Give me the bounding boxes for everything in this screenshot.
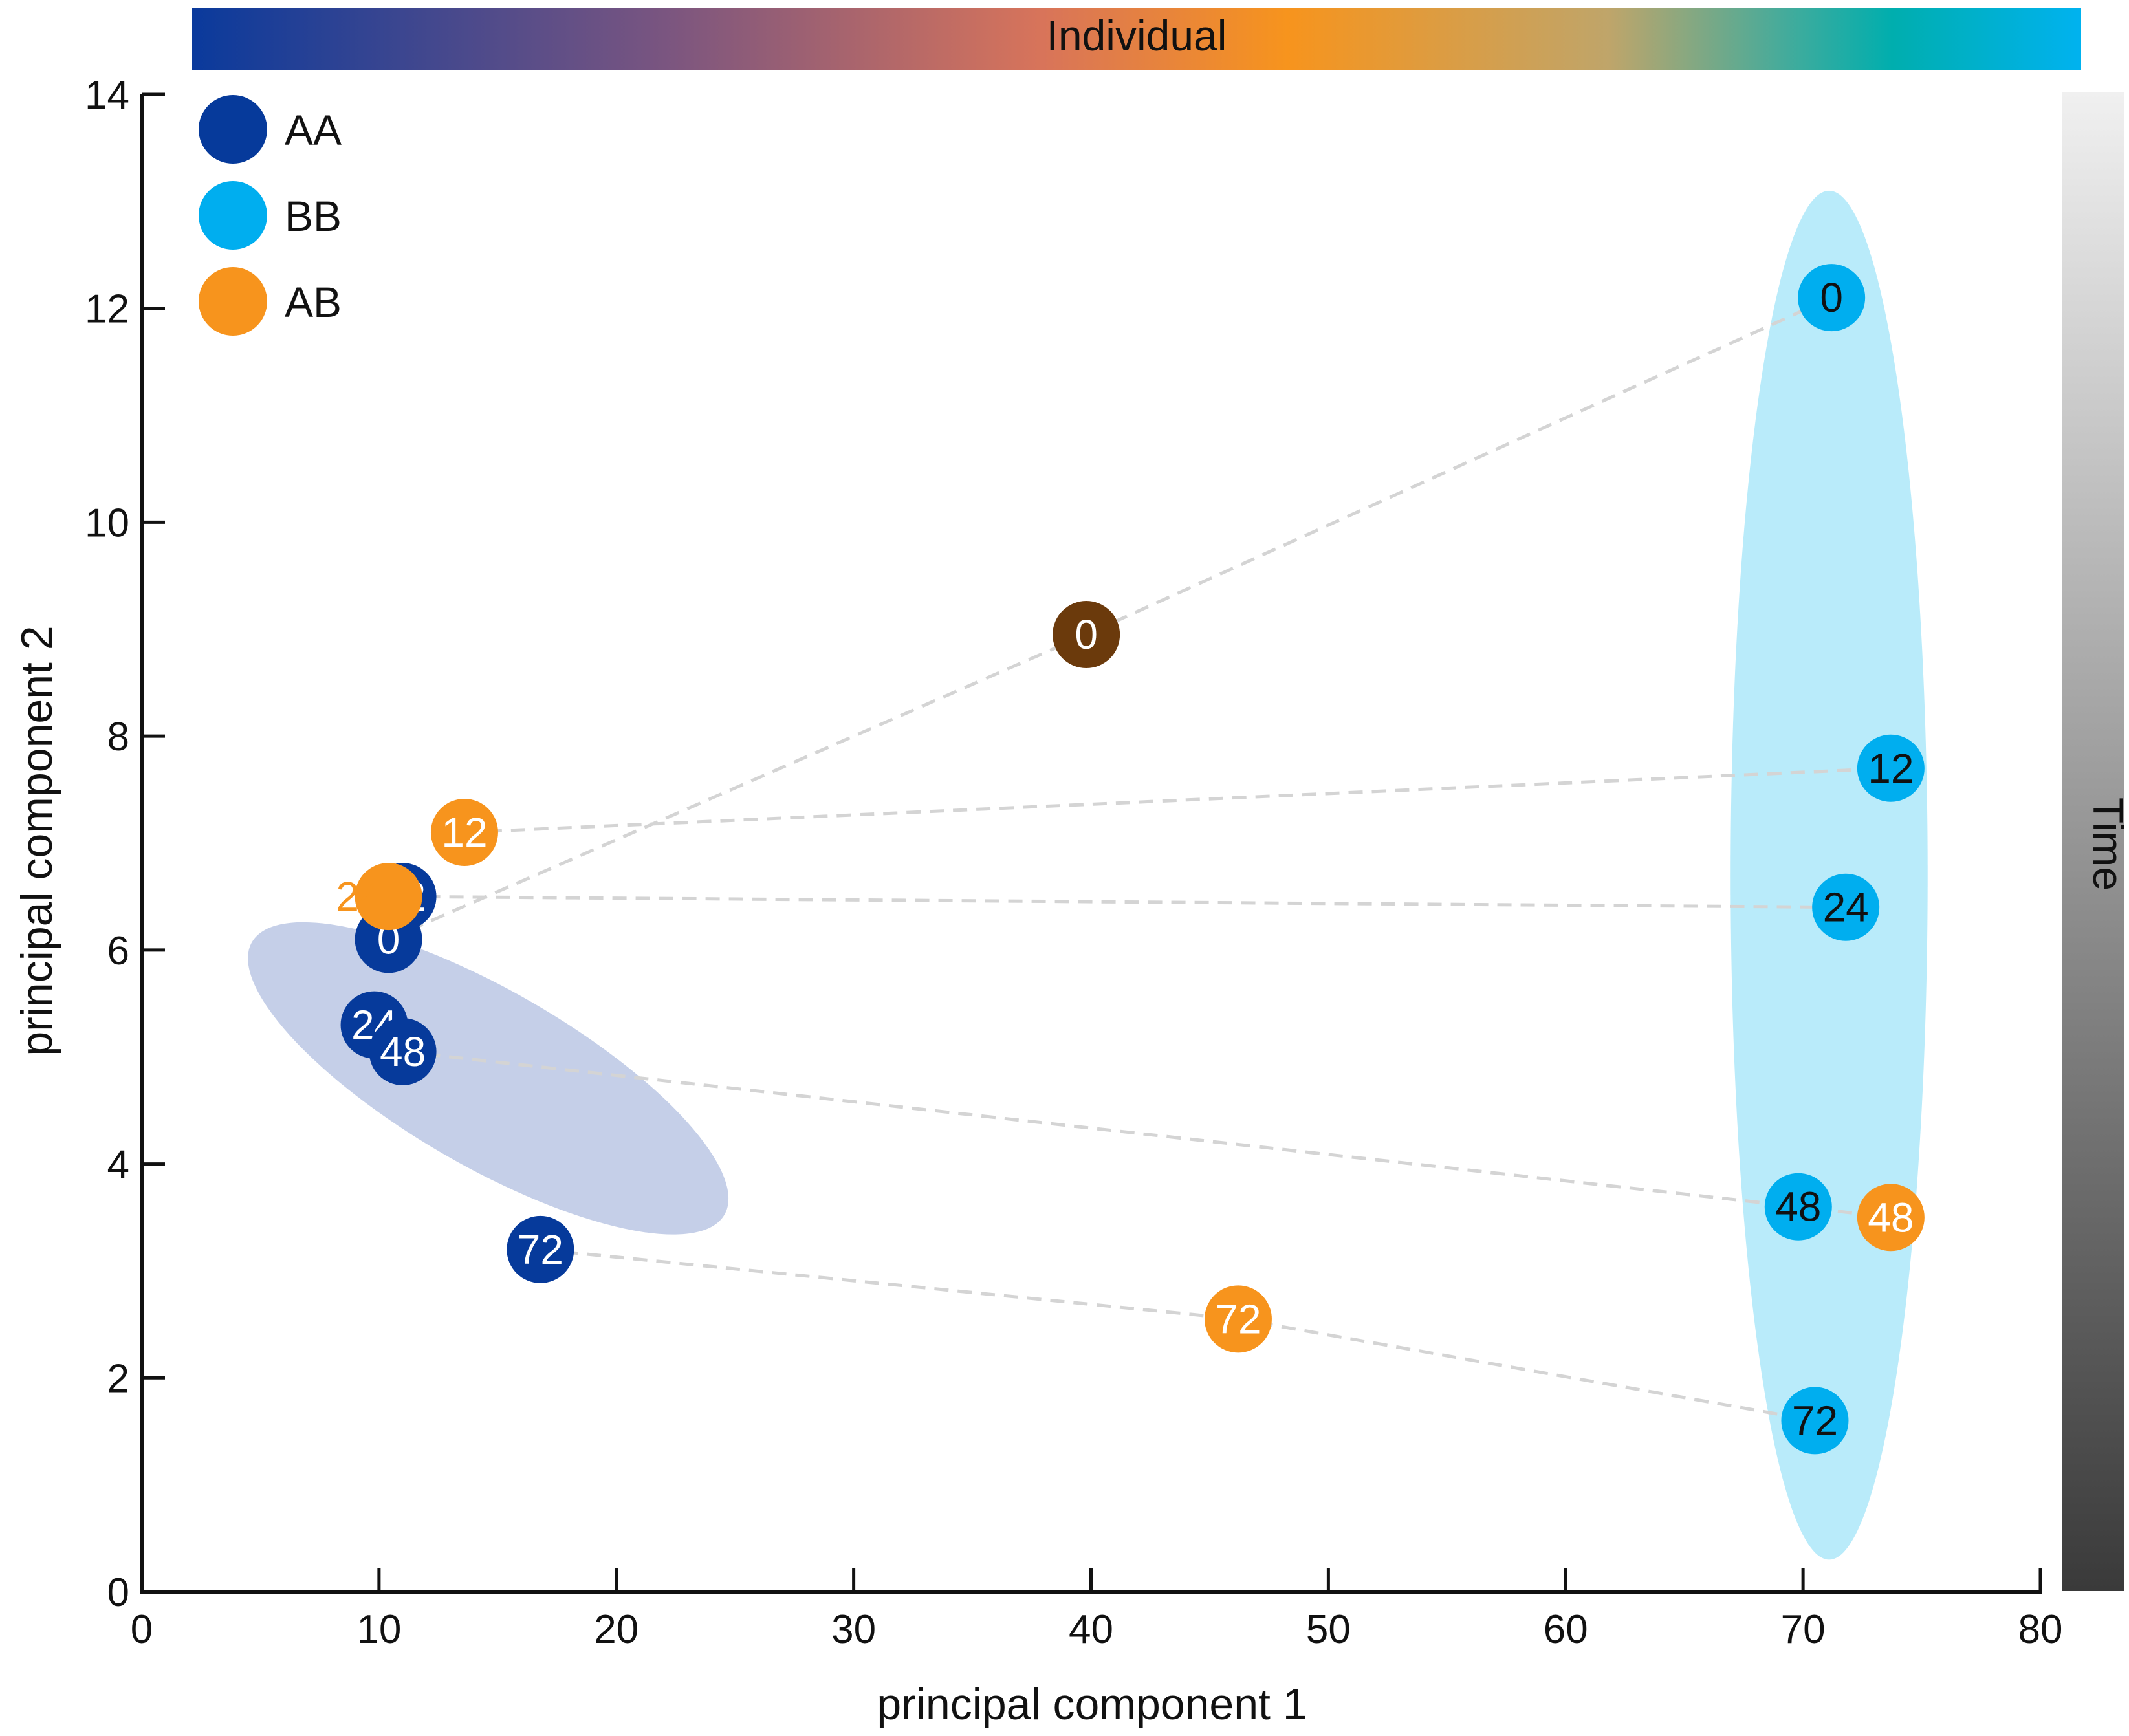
point-label-aa-t72: 72 bbox=[518, 1226, 563, 1273]
point-bb-t12 bbox=[1857, 734, 1925, 802]
point-label-ab-t24: 24 bbox=[336, 873, 382, 920]
x-ticks: 0 10 20 30 40 50 60 70 80 bbox=[131, 1568, 2063, 1652]
x-tick-label: 50 bbox=[1306, 1607, 1351, 1652]
y-tick-label: 10 bbox=[85, 501, 129, 545]
point-ab-t12 bbox=[430, 798, 498, 866]
point-ab-t0 bbox=[1053, 601, 1120, 669]
ellipse-aa bbox=[248, 922, 729, 1235]
individual-colorbar-title: Individual bbox=[1047, 12, 1227, 60]
point-ab-t48 bbox=[1857, 1184, 1925, 1252]
point-ab-t72 bbox=[1204, 1285, 1272, 1353]
y-tick-label: 4 bbox=[107, 1143, 129, 1188]
point-label-bb-t48: 48 bbox=[1775, 1184, 1821, 1230]
x-tick-label: 20 bbox=[594, 1607, 639, 1652]
y-tick-label: 8 bbox=[107, 715, 129, 759]
ellipse-bb bbox=[1730, 190, 1928, 1560]
point-label-bb-t72: 72 bbox=[1792, 1397, 1838, 1444]
legend-label-aa: AA bbox=[285, 106, 342, 154]
point-bb-t0 bbox=[1798, 264, 1866, 332]
x-axis-title: principal component 1 bbox=[877, 1680, 1307, 1729]
legend-marker-bb bbox=[199, 181, 267, 250]
trajectory-line-t12 bbox=[464, 766, 1892, 834]
point-aa-t48 bbox=[369, 1017, 437, 1085]
x-tick-label: 30 bbox=[831, 1607, 876, 1652]
legend-label-ab: AB bbox=[285, 278, 342, 326]
trajectory-line-t72 bbox=[540, 1248, 1815, 1422]
trajectory-lines bbox=[388, 296, 1892, 1422]
y-tick-label: 6 bbox=[107, 929, 129, 973]
point-ab-t24 bbox=[355, 863, 422, 931]
y-ticks: 0 2 4 6 8 10 12 14 bbox=[85, 73, 165, 1615]
y-tick-label: 12 bbox=[85, 287, 129, 332]
x-tick-label: 60 bbox=[1544, 1607, 1588, 1652]
legend-marker-ab bbox=[199, 267, 267, 336]
y-tick-label: 0 bbox=[107, 1570, 129, 1615]
point-label-aa-t48: 48 bbox=[380, 1028, 426, 1075]
x-tick-label: 0 bbox=[131, 1607, 153, 1652]
trajectory-line-t0 bbox=[388, 296, 1833, 941]
time-colorbar-title: Time bbox=[2084, 797, 2129, 891]
point-label-ab-t0: 0 bbox=[1075, 611, 1098, 658]
individual-colorbar bbox=[192, 8, 2081, 70]
point-aa-t72 bbox=[507, 1215, 574, 1283]
legend-label-bb: BB bbox=[285, 192, 342, 240]
data-points: 012244872012244872122448720 bbox=[336, 264, 1925, 1455]
point-bb-t24 bbox=[1812, 873, 1880, 941]
point-label-bb-t12: 12 bbox=[1868, 745, 1914, 792]
point-bb-t48 bbox=[1764, 1173, 1832, 1241]
group-ellipses bbox=[248, 190, 1928, 1560]
y-tick-label: 2 bbox=[107, 1356, 129, 1401]
time-colorbar bbox=[2062, 92, 2124, 1591]
point-label-bb-t0: 0 bbox=[1820, 274, 1843, 321]
x-tick-label: 80 bbox=[2018, 1607, 2063, 1652]
point-label-ab-t72: 72 bbox=[1215, 1296, 1261, 1342]
point-label-bb-t24: 24 bbox=[1823, 884, 1869, 931]
y-axis-title: principal component 2 bbox=[12, 625, 61, 1056]
point-label-ab-t12: 12 bbox=[441, 809, 487, 856]
x-tick-label: 40 bbox=[1069, 1607, 1113, 1652]
legend-marker-aa bbox=[199, 95, 267, 164]
x-tick-label: 10 bbox=[356, 1607, 401, 1652]
trajectory-line-t24 bbox=[402, 895, 1846, 909]
legend: AA BB AB bbox=[199, 95, 342, 336]
y-tick-label: 14 bbox=[85, 73, 129, 118]
point-bb-t72 bbox=[1781, 1387, 1849, 1455]
x-tick-label: 70 bbox=[1781, 1607, 1826, 1652]
point-label-ab-t48: 48 bbox=[1868, 1194, 1914, 1241]
